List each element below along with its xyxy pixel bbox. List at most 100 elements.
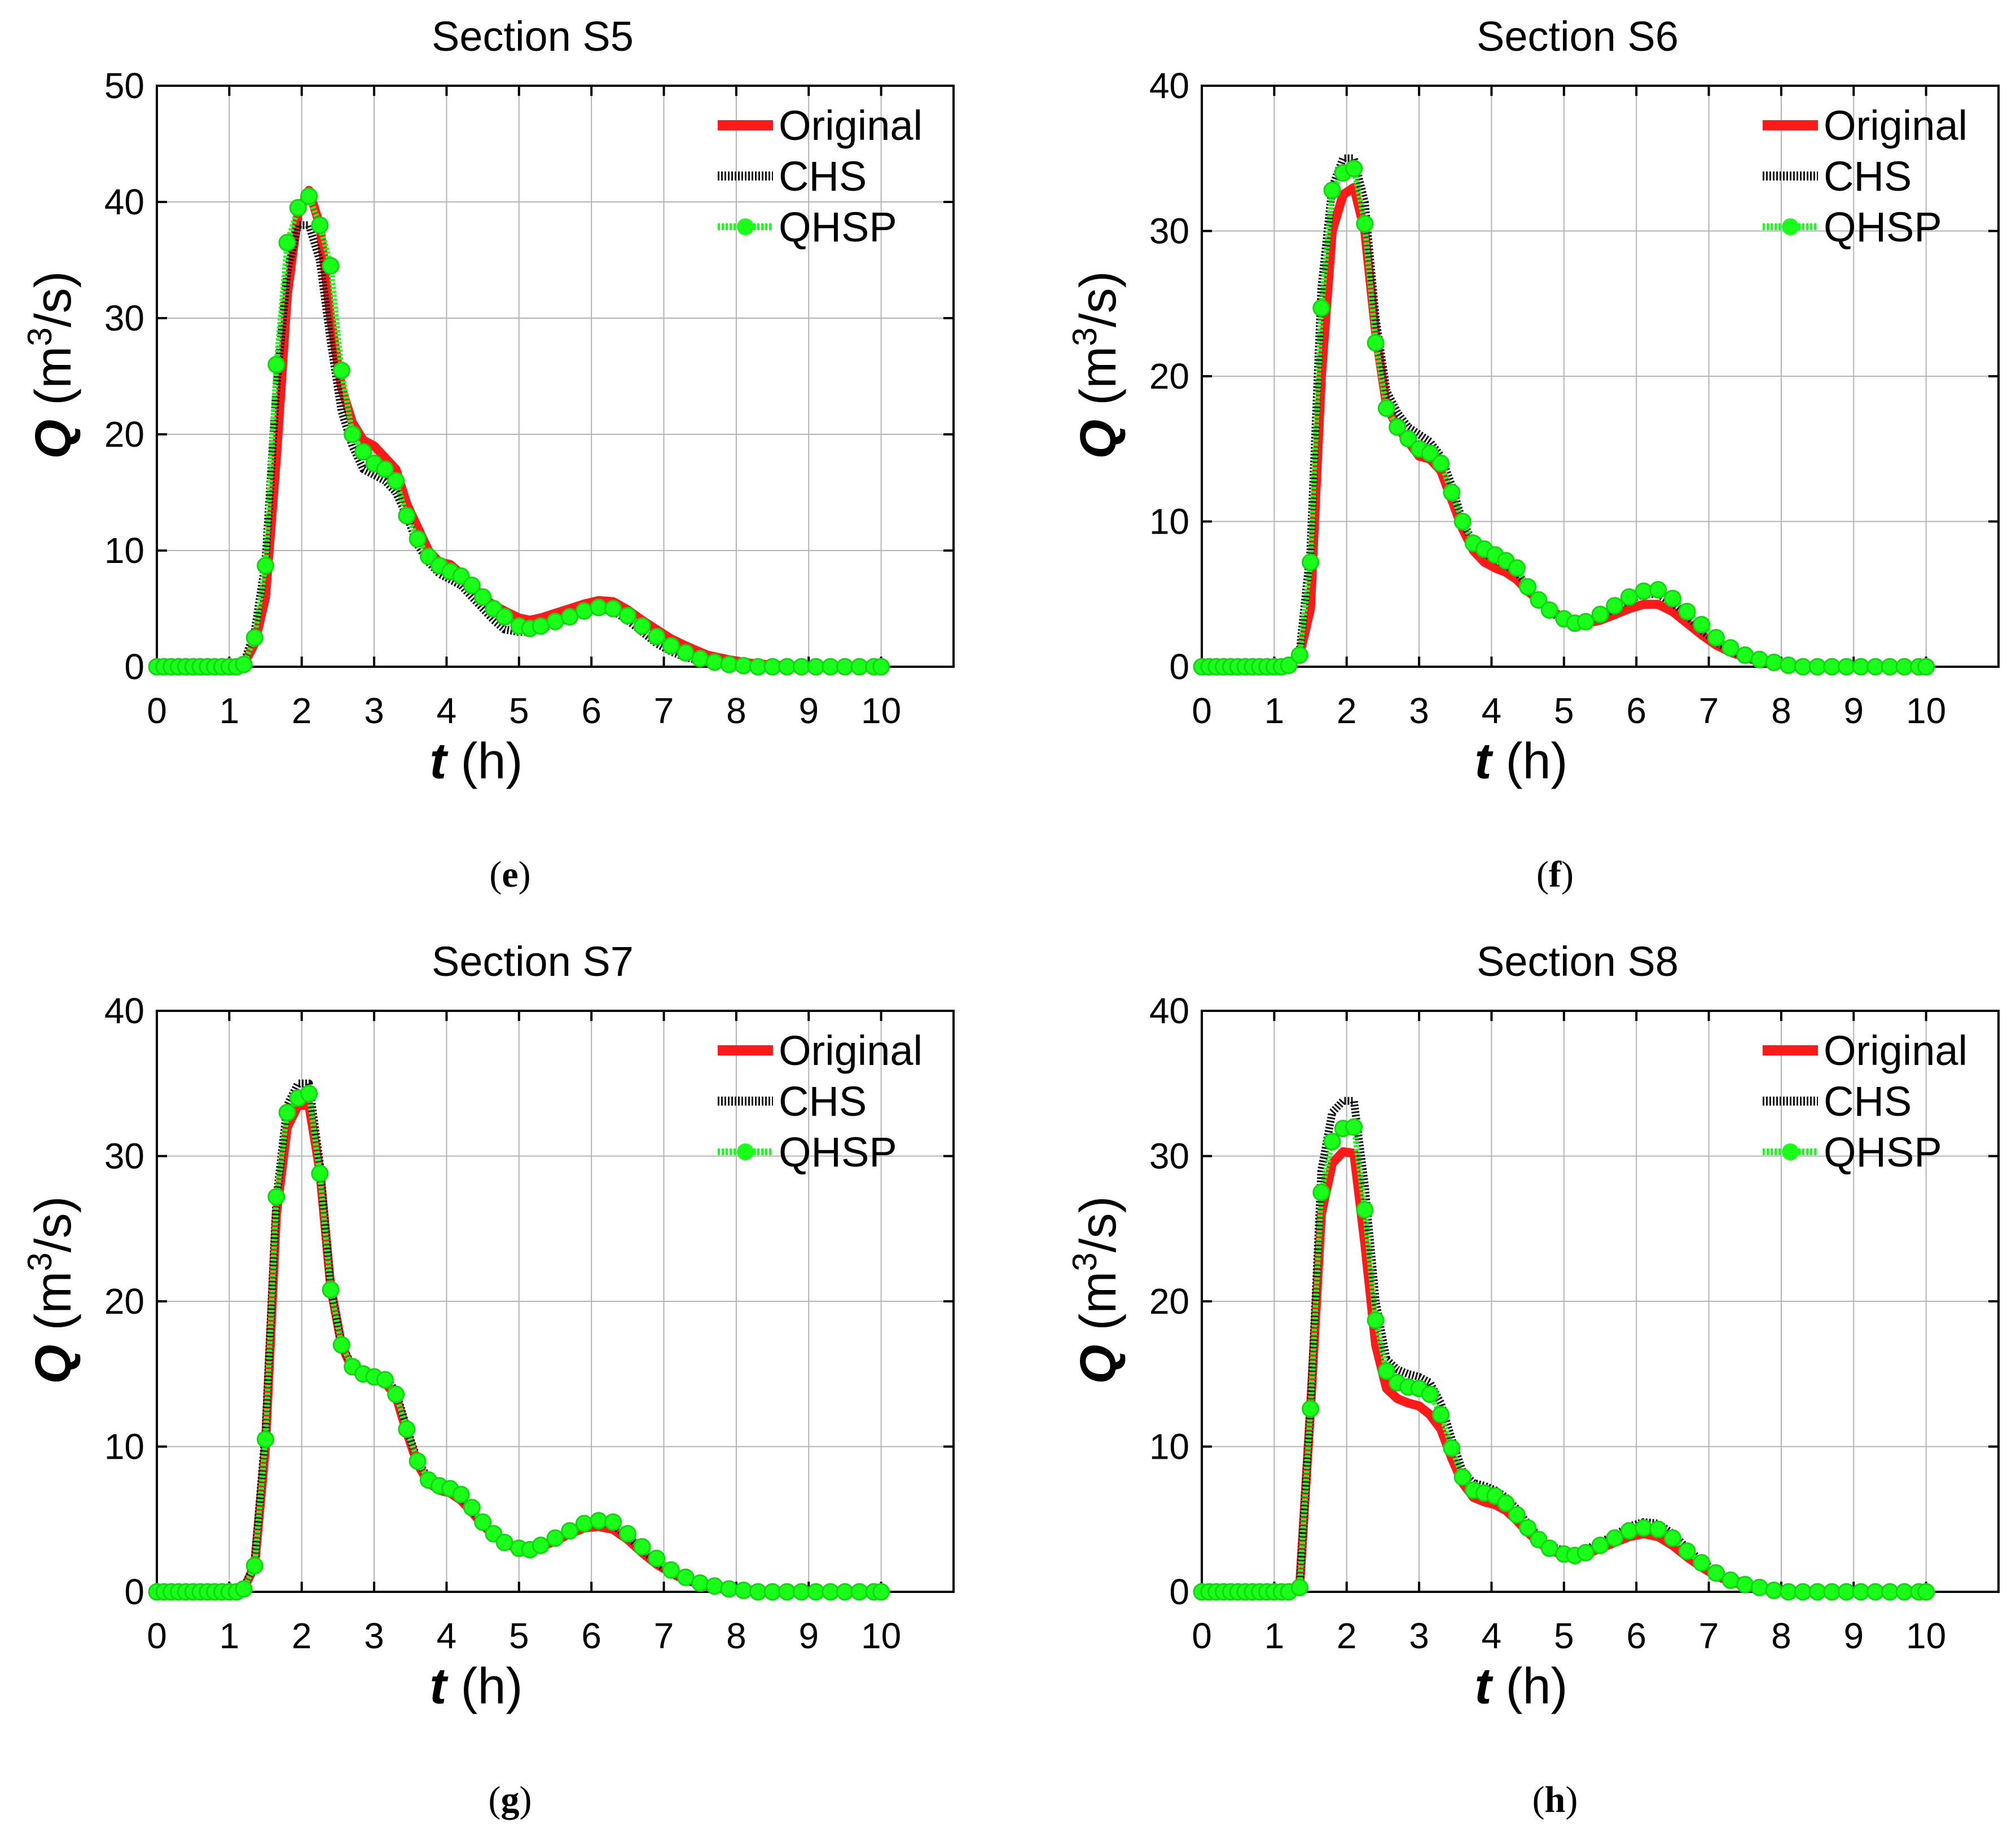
qhsp-marker <box>257 1431 275 1449</box>
qhsp-marker <box>300 1085 318 1103</box>
qhsp-marker <box>1635 1519 1653 1537</box>
qhsp-marker <box>677 644 695 662</box>
qhsp-marker <box>289 199 307 217</box>
chart-title: Section S7 <box>432 938 634 985</box>
qhsp-marker <box>778 1583 796 1601</box>
qhsp-marker <box>618 1525 636 1543</box>
qhsp-marker <box>1721 1571 1740 1589</box>
qhsp-marker <box>1895 1583 1913 1601</box>
qhsp-marker <box>1389 418 1407 436</box>
qhsp-marker <box>561 608 579 626</box>
x-tick-label: 2 <box>1337 690 1357 731</box>
x-tick-label: 3 <box>364 690 384 731</box>
qhsp-marker <box>850 1583 868 1601</box>
qhsp-marker <box>1519 578 1537 596</box>
y-tick-label: 0 <box>124 1572 144 1612</box>
qhsp-marker <box>792 1583 810 1601</box>
x-tick-label: 0 <box>147 690 167 731</box>
qhsp-marker <box>648 627 666 645</box>
x-tick-label: 6 <box>581 1616 601 1656</box>
x-tick-label: 10 <box>1906 1616 1946 1656</box>
x-axis-variable: t <box>1475 1658 1494 1715</box>
qhsp-marker <box>720 1580 738 1598</box>
qhsp-marker <box>1576 1543 1595 1561</box>
qhsp-marker <box>677 1568 695 1586</box>
x-tick-label: 6 <box>1626 690 1646 731</box>
qhsp-marker <box>495 608 513 626</box>
qhsp-marker <box>1693 1554 1711 1572</box>
qhsp-marker <box>872 1583 890 1601</box>
legend-marker-qhsp <box>1782 1143 1799 1160</box>
y-axis-label: Q (m3/s) <box>21 271 82 459</box>
x-tick-label: 2 <box>1337 1616 1357 1656</box>
caption-paren-close: ) <box>519 854 531 895</box>
x-tick-label: 8 <box>1771 690 1791 731</box>
x-tick-label: 2 <box>292 690 312 731</box>
legend-label-chs: CHS <box>1824 1078 1912 1125</box>
chart-panel-f: Section S6 0 1 2 3 4 5 6 7 8 9 10 0 10 20 30 40 t (h) Q (m… <box>1066 13 2000 895</box>
qhsp-marker <box>1866 658 1885 676</box>
qhsp-marker <box>590 1512 608 1530</box>
panel-caption: (h) <box>1532 1779 1578 1820</box>
qhsp-marker <box>532 1537 550 1555</box>
qhsp-marker <box>1421 444 1439 462</box>
y-axis-unit: (m <box>25 346 82 406</box>
qhsp-marker <box>1443 1439 1461 1457</box>
qhsp-marker <box>735 657 753 675</box>
y-axis-unit: (m <box>1070 346 1127 406</box>
qhsp-marker <box>1917 1583 1935 1601</box>
qhsp-marker <box>778 658 796 676</box>
legend-marker-qhsp <box>737 1143 754 1160</box>
qhsp-marker <box>1540 601 1558 619</box>
chart-title: Section S6 <box>1477 13 1679 60</box>
qhsp-marker <box>872 658 890 676</box>
y-tick-label: 30 <box>104 1136 144 1177</box>
x-tick-label: 4 <box>1482 690 1502 731</box>
y-axis-unit-rest: /s) <box>1070 271 1127 327</box>
qhsp-marker <box>1917 658 1935 676</box>
qhsp-marker <box>705 1577 723 1595</box>
qhsp-marker <box>1895 658 1913 676</box>
qhsp-marker <box>1750 650 1768 668</box>
qhsp-marker <box>648 1550 666 1568</box>
qhsp-marker <box>267 1188 286 1206</box>
caption-paren-open: ( <box>1532 1779 1545 1820</box>
qhsp-marker <box>1356 215 1374 233</box>
x-axis-label: t (h) <box>430 1658 523 1715</box>
x-tick-label: 8 <box>726 1616 746 1656</box>
qhsp-marker <box>1663 1529 1681 1547</box>
qhsp-marker <box>332 1336 350 1354</box>
x-tick-label: 0 <box>147 1616 167 1656</box>
y-axis-unit-rest: /s) <box>25 1196 82 1252</box>
qhsp-marker <box>1453 1468 1472 1486</box>
qhsp-marker <box>322 257 340 275</box>
qhsp-marker <box>1693 615 1711 633</box>
y-tick-label: 20 <box>104 1281 144 1322</box>
qhsp-marker <box>850 658 868 676</box>
y-axis-unit: (m <box>25 1271 82 1331</box>
legend-label-chs: CHS <box>1824 153 1912 200</box>
x-tick-label: 2 <box>292 1616 312 1656</box>
qhsp-marker <box>1649 1520 1667 1538</box>
y-axis-unit-superscript: 3 <box>1066 1252 1104 1271</box>
legend-label-original: Original <box>779 102 923 149</box>
y-tick-label: 30 <box>104 298 144 338</box>
x-tick-label: 9 <box>1843 1616 1864 1656</box>
y-axis-unit-superscript: 3 <box>21 327 59 346</box>
qhsp-marker <box>1663 589 1681 608</box>
legend-label-qhsp: QHSP <box>1824 1129 1942 1176</box>
x-axis-unit: (h) <box>1491 733 1567 790</box>
y-axis-variable: Q <box>1070 1331 1127 1384</box>
x-tick-label: 6 <box>581 690 601 731</box>
y-axis-label: Q (m3/s) <box>1066 271 1127 459</box>
x-axis-label: t (h) <box>430 733 523 790</box>
x-axis-unit: (h) <box>446 1658 522 1715</box>
chart-title: Section S8 <box>1477 938 1679 985</box>
x-axis-label: t (h) <box>1475 1658 1568 1715</box>
qhsp-marker <box>1780 656 1798 674</box>
qhsp-marker <box>1707 1564 1725 1582</box>
qhsp-marker <box>1736 646 1754 664</box>
